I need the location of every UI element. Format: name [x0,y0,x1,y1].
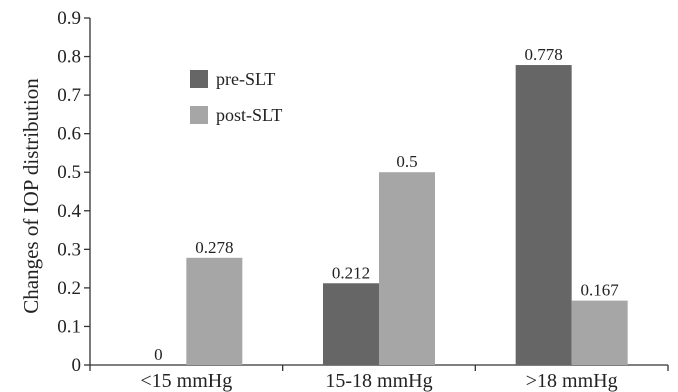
y-tick-label: 0.9 [57,8,81,29]
x-category-label: <15 mmHg [140,370,232,392]
y-tick-label: 0.6 [57,124,81,145]
legend-swatch-post-slt [190,106,208,124]
legend: pre-SLT post-SLT [190,69,282,125]
data-label: 0.278 [195,238,233,257]
data-label: 0.5 [396,152,417,171]
data-label: 0.167 [581,281,620,300]
y-tick-label: 0.5 [57,162,81,183]
bars [186,65,628,365]
data-label: 0.212 [332,263,370,282]
x-category-label: >18 mmHg [526,370,618,392]
y-tick-label: 0.1 [57,316,81,337]
y-tick-label: 0.3 [57,239,81,260]
bar-post-slt-0 [186,257,243,365]
bar-pre-slt-1 [323,283,379,365]
y-tick-label: 0.7 [57,85,81,106]
data-labels: 0 0.212 0.778 0.278 0.5 0.167 [154,45,619,364]
legend-label: pre-SLT [216,69,275,89]
y-tick-label: 0 [72,355,82,376]
y-tick-label: 0.2 [57,278,81,299]
data-label: 0 [154,345,163,364]
x-category-label: 15-18 mmHg [325,370,432,392]
bar-post-slt-2 [571,300,628,365]
x-axis: <15 mmHg 15-18 mmHg >18 mmHg [89,364,669,392]
legend-label: post-SLT [216,105,282,125]
y-axis: 0 0.1 0.2 0.3 0.4 0.5 0.6 0.7 0.8 0.9 [57,8,91,376]
y-tick-label: 0.8 [57,47,81,68]
y-axis-title: Changes of IOP distribution [19,78,43,314]
bar-post-slt-1 [379,172,435,365]
legend-swatch-pre-slt [190,70,208,88]
data-label: 0.778 [525,45,563,64]
bar-pre-slt-2 [515,65,572,365]
y-tick-label: 0.4 [57,201,81,222]
